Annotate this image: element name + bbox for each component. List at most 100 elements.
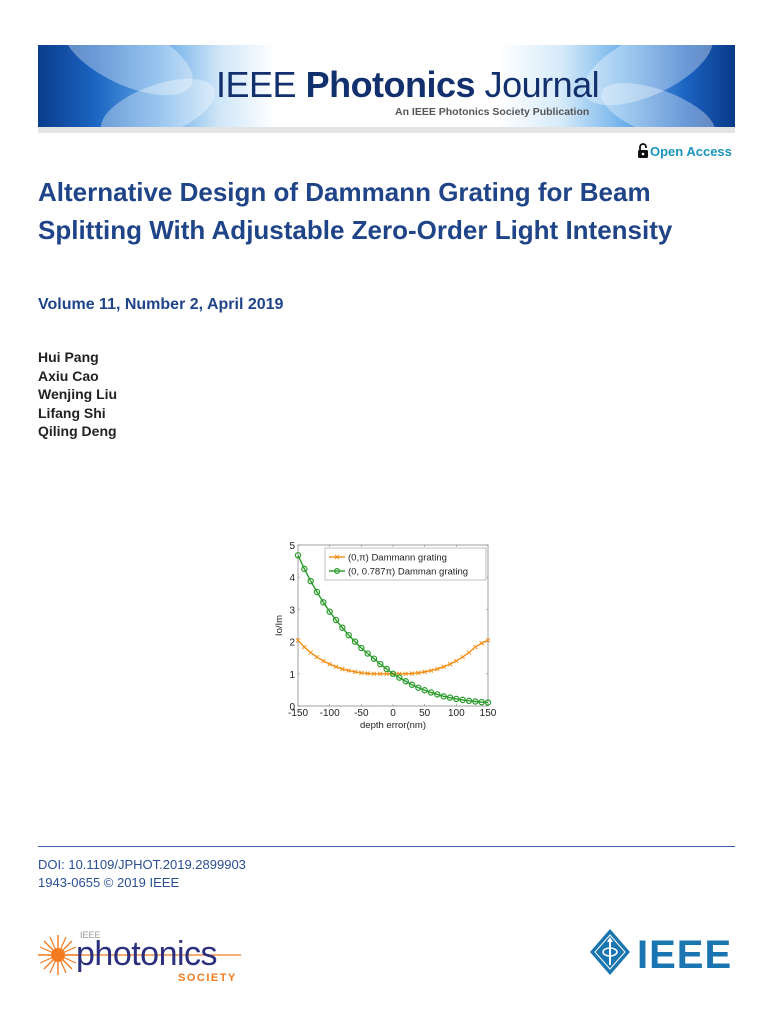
data-point — [434, 691, 441, 698]
x-tick-label: 50 — [419, 708, 431, 719]
author-name: Hui Pang — [38, 349, 99, 365]
legend-label: (0,π) Dammann grating — [348, 553, 447, 564]
footer-citation: DOI: 10.1109/JPHOT.2019.2899903 1943-065… — [38, 856, 246, 892]
photonics-society-logo: IEEE photonics SOCIETY — [36, 925, 256, 985]
legend-label: (0, 0.787π) Damman grating — [348, 567, 468, 578]
open-access-badge[interactable]: Open Access — [637, 143, 732, 159]
data-point — [352, 669, 358, 675]
data-point — [485, 637, 491, 643]
author-list: Hui Pang Axiu Cao Wenjing Liu Lifang Shi… — [38, 348, 117, 441]
data-point — [441, 664, 447, 670]
author-name: Wenjing Liu — [38, 386, 118, 402]
open-lock-icon — [637, 143, 649, 159]
journal-title-prefix: IEEE — [216, 64, 297, 105]
issn-copyright: 1943-0655 © 2019 IEEE — [38, 875, 180, 890]
society-logo-society: SOCIETY — [178, 972, 237, 984]
data-point — [326, 608, 333, 615]
data-point — [295, 637, 301, 643]
data-point — [377, 660, 384, 668]
x-tick-label: -150 — [288, 708, 308, 719]
journal-subtitle: An IEEE Photonics Society Publication — [395, 106, 590, 118]
data-point — [365, 671, 371, 676]
data-point — [308, 650, 314, 655]
data-point — [371, 671, 377, 677]
data-point — [301, 565, 308, 573]
legend-marker — [334, 554, 340, 560]
data-point — [472, 698, 479, 705]
data-point — [294, 552, 302, 559]
data-point — [415, 670, 421, 676]
data-point — [472, 644, 478, 650]
data-point — [351, 638, 359, 645]
data-point — [307, 577, 314, 585]
data-point — [466, 650, 472, 655]
author-name: Qiling Deng — [38, 423, 117, 439]
x-tick-label: 100 — [448, 708, 465, 719]
data-point — [422, 669, 428, 675]
data-point — [408, 681, 416, 688]
journal-banner: IEEE Photonics Journal An IEEE Photonics… — [38, 45, 735, 133]
data-point — [427, 689, 435, 696]
data-point — [339, 624, 346, 631]
x-tick-label: -100 — [320, 708, 340, 719]
journal-title: IEEE Photonics Journal — [216, 64, 600, 105]
data-point — [460, 654, 466, 660]
data-point — [346, 668, 352, 673]
data-point — [415, 684, 422, 691]
data-point — [314, 654, 320, 660]
article-title: Alternative Design of Dammann Grating fo… — [38, 177, 673, 245]
data-point — [409, 671, 415, 676]
article-volume: Volume 11, Number 2, April 2019 — [38, 296, 284, 313]
data-point — [364, 650, 371, 657]
data-point — [478, 698, 485, 706]
data-point — [428, 668, 434, 673]
data-point — [333, 664, 339, 670]
society-logo-ieee: IEEE — [80, 930, 101, 940]
data-point — [377, 671, 383, 677]
y-axis-label: Io/Im — [274, 615, 285, 636]
data-point — [301, 644, 307, 650]
x-axis-label: depth error(nm) — [360, 720, 426, 731]
data-point — [339, 666, 345, 672]
y-tick-label: 2 — [289, 638, 295, 649]
footer-divider — [38, 846, 735, 847]
data-point — [465, 697, 473, 705]
data-point — [459, 696, 466, 704]
series-line — [297, 555, 489, 704]
data-point — [434, 666, 440, 672]
data-point — [447, 661, 453, 667]
open-access-label: Open Access — [650, 143, 732, 159]
data-point — [402, 678, 409, 685]
x-tick-label: -50 — [354, 708, 369, 719]
data-point — [358, 670, 364, 676]
line-chart: -150 -100 -50 0 50 100 150 0 1 2 3 4 5 depth error(nm… — [274, 541, 497, 731]
journal-title-bold: Photonics — [305, 64, 476, 105]
ieee-logo: IEEE — [585, 925, 745, 980]
data-point — [320, 599, 327, 606]
chart-legend — [324, 547, 487, 581]
data-point — [396, 674, 403, 681]
data-point — [479, 640, 485, 646]
doi-text[interactable]: DOI: 10.1109/JPHOT.2019.2899903 — [38, 857, 246, 872]
data-point — [358, 644, 365, 652]
data-point — [453, 695, 460, 703]
data-point — [440, 693, 447, 700]
data-point — [370, 655, 378, 662]
y-tick-label: 3 — [289, 605, 295, 616]
data-point — [383, 665, 390, 673]
journal-title-suffix: Journal — [484, 64, 600, 105]
data-point — [313, 588, 321, 596]
author-name: Lifang Shi — [38, 404, 106, 421]
y-tick-label: 5 — [289, 541, 295, 552]
society-logo-wordmark: photonics — [76, 935, 217, 973]
data-point — [327, 661, 333, 667]
data-point — [332, 616, 340, 624]
graphical-abstract-chart: -150 -100 -50 0 50 100 150 0 1 2 3 4 5 depth error(nm… — [270, 535, 510, 740]
y-tick-label: 4 — [289, 573, 295, 584]
legend-marker — [333, 567, 340, 574]
data-point — [446, 694, 454, 701]
data-point — [389, 670, 397, 677]
data-point — [403, 671, 409, 677]
svg-text:IEEE: IEEE — [637, 933, 732, 977]
data-point — [320, 658, 326, 664]
